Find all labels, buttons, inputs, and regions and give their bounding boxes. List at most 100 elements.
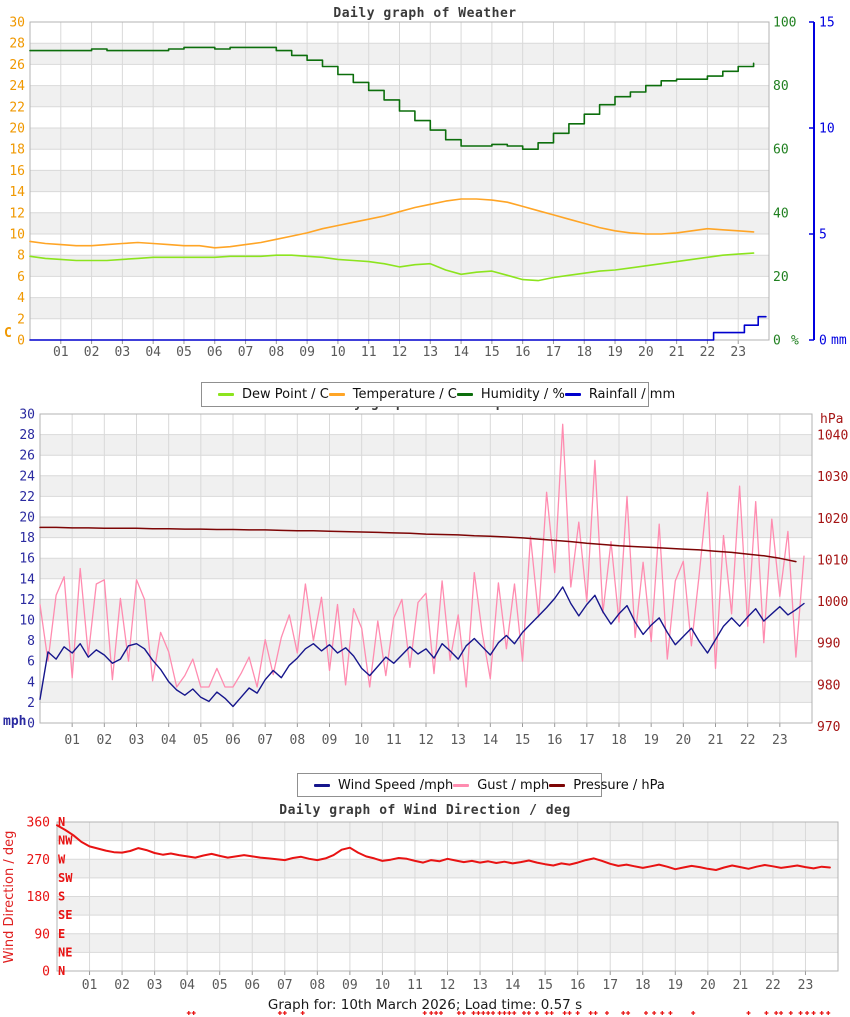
bottom-marker [819,1011,824,1015]
x-tick-label: 21 [708,733,724,748]
x-tick-label: 09 [299,345,315,360]
y-tick-label: 18 [9,143,25,158]
bottom-marker [521,1011,526,1015]
bottom-marker [626,1011,631,1015]
bottom-marker [491,1011,496,1015]
bottom-marker [486,1011,491,1015]
wind-direction-axis-title: Wind Direction / deg [2,831,17,964]
bottom-marker [593,1011,598,1015]
x-tick-label: 19 [607,345,623,360]
x-tick-label: 06 [225,733,241,748]
y-tick-label: 10 [19,614,35,629]
y-tick-label: 20 [773,270,789,285]
y-tick-label: 6 [17,270,25,285]
legend-item-label: Wind Speed /mph [338,777,454,793]
bottom-marker [549,1011,554,1015]
x-tick-label: 16 [515,345,531,360]
x-tick-label: 23 [798,978,814,993]
x-tick-label: 10 [354,733,370,748]
y-tick-label: 360 [27,816,50,831]
bottom-marker [282,1011,287,1015]
axis-unit-label: % [791,334,799,349]
x-tick-label: 11 [361,345,377,360]
bottom-marker [422,1011,427,1015]
y-tick-label: 10 [819,122,835,137]
legend-item: Dew Point / C [218,387,329,402]
x-tick-label: 20 [676,733,692,748]
y-tick-label: 270 [27,853,50,868]
bottom-marker [300,1011,305,1015]
x-tick-label: 02 [97,733,113,748]
bottom-marker [456,1011,461,1015]
y-tick-label: 60 [773,143,789,158]
bottom-marker [660,1011,665,1015]
y-tick-label: 30 [19,408,35,423]
x-tick-label: 18 [611,733,627,748]
x-tick-label: 11 [386,733,402,748]
y-tick-label: 0 [17,334,25,349]
legend-item: Gust / mph [453,778,549,793]
y-tick-label: 100 [773,16,796,31]
bottom-marker [621,1011,626,1015]
graph-caption: Graph for: 10th March 2026; Load time: 0… [267,997,583,1013]
y-tick-label: 16 [9,164,25,179]
y-tick-label: 980 [817,678,840,693]
legend-item: Wind Speed /mph [314,778,453,793]
y-tick-label: 2 [17,312,25,327]
y-tick-label: 4 [17,291,25,306]
y-tick-label: 15 [819,16,835,31]
bottom-marker [779,1011,784,1015]
x-tick-label: 02 [114,978,130,993]
x-tick-label: 21 [733,978,749,993]
x-tick-label: 04 [179,978,195,993]
bottom-marker [476,1011,481,1015]
bottom-marker [438,1011,443,1015]
x-tick-label: 03 [115,345,131,360]
legend-item: Temperature / C [328,387,457,402]
x-tick-label: 01 [64,733,80,748]
bottom-marker [652,1011,657,1015]
x-tick-label: 07 [277,978,293,993]
x-tick-label: 15 [515,733,531,748]
y-tick-label: 12 [19,593,35,608]
legend-item: Humidity / % [456,387,565,402]
legend-item: Pressure / hPa [549,778,665,793]
compass-label: NW [58,834,73,848]
y-tick-label: 90 [34,927,50,942]
x-tick-label: 23 [730,345,746,360]
x-tick-label: 22 [740,733,756,748]
x-tick-label: 17 [602,978,618,993]
x-tick-label: 01 [82,978,98,993]
y-tick-label: 14 [19,572,35,587]
y-tick-label: 0 [819,334,827,349]
y-tick-label: 24 [19,469,35,484]
y-tick-label: 970 [817,720,840,735]
bottom-marker [186,1011,191,1015]
y-tick-label: 0 [42,965,50,980]
axis-unit-label: mph [3,714,26,729]
x-tick-label: 13 [450,733,466,748]
y-tick-label: 6 [27,655,35,670]
x-tick-label: 09 [322,733,338,748]
bottom-marker [429,1011,434,1015]
x-tick-label: 06 [207,345,223,360]
y-tick-label: 22 [9,100,25,115]
plot-frame [39,413,813,724]
bottom-marker [512,1011,517,1015]
y-tick-label: 2 [27,696,35,711]
y-tick-label: 80 [773,79,789,94]
x-tick-label: 06 [244,978,260,993]
legend-item-label: Temperature / C [352,387,457,402]
bottom-marker [691,1011,696,1015]
bottom-marker [668,1011,673,1015]
y-tick-label: 0 [27,717,35,732]
x-tick-label: 14 [453,345,469,360]
bottom-marker [434,1011,439,1015]
weather-chart-title: Daily graph of Weather [333,6,517,21]
legend-item-label: Dew Point / C [242,387,329,402]
bottom-marker [746,1011,751,1015]
y-tick-label: 5 [819,228,827,243]
bottom-marker [502,1011,507,1015]
axis-unit-label: hPa [820,412,843,427]
